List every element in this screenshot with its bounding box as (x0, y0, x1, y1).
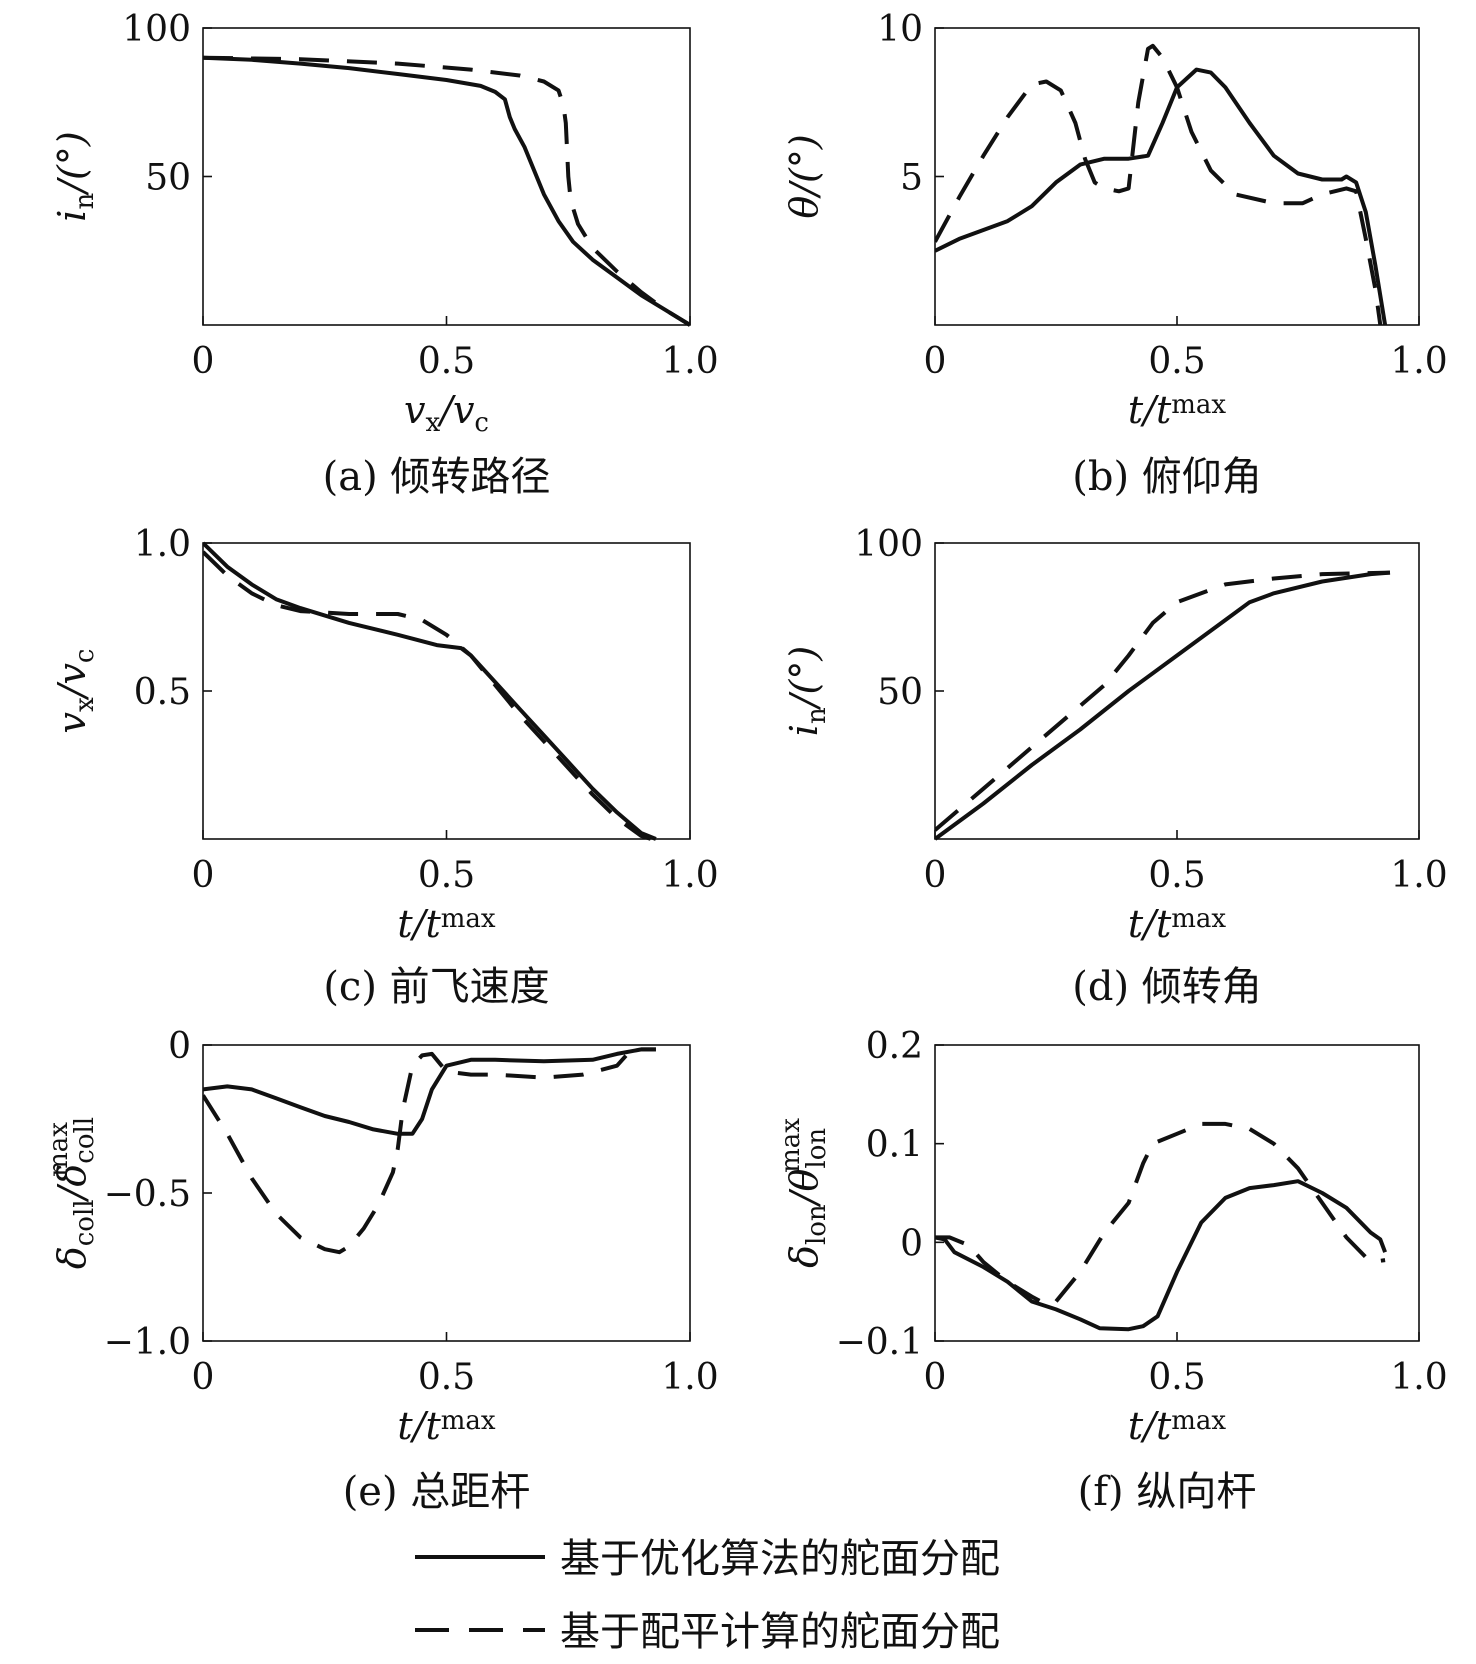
x-axis-label: t/tmax (1128, 1404, 1227, 1448)
y-tick-label: 10 (877, 9, 923, 50)
solid-series-line (935, 67, 1388, 326)
x-tick-label: 1.0 (1390, 341, 1447, 382)
x-axis-label: t/tmax (1128, 388, 1227, 432)
dashed-series-line (203, 550, 652, 841)
x-tick-label: 0.5 (1148, 1357, 1205, 1398)
x-tick-label: 1.0 (661, 855, 718, 896)
dashed-series-line (935, 570, 1391, 832)
y-tick-label: −1.0 (104, 1322, 191, 1363)
y-tick-label: 50 (877, 672, 923, 713)
legend: 基于优化算法的舵面分配 基于配平计算的舵面分配 (415, 1536, 1000, 1655)
y-axis-label: θ/(°) (782, 134, 826, 218)
panel-caption: (e) 总距杆 (343, 1469, 531, 1515)
x-axis-label: t/tmax (397, 1404, 496, 1448)
x-axis-label: vx/vc (404, 388, 489, 438)
plot-frame (202, 1044, 691, 1342)
x-tick-label: 0 (192, 855, 215, 896)
plot-frame (934, 1044, 1420, 1342)
x-tick-label: 0 (192, 341, 215, 382)
dashed-series-line (935, 1121, 1386, 1307)
panel-caption: (f) 纵向杆 (1078, 1469, 1257, 1515)
dashed-series-line (935, 43, 1383, 326)
panel-a: 0 0.5 1.0 50 100 vx/vc in/(°) (a) 倾转路径 (50, 9, 719, 500)
x-tick-label: 0 (924, 855, 947, 896)
y-tick-label: 5 (900, 158, 923, 199)
x-tick-label: 0 (924, 341, 947, 382)
solid-series-line (935, 570, 1391, 841)
y-axis-label: δcoll/δcollmax (44, 1117, 100, 1269)
dashed-series-line (203, 1047, 656, 1255)
y-tick-label: 100 (122, 9, 191, 50)
y-tick-label: 0.1 (866, 1125, 923, 1166)
panel-caption: (a) 倾转路径 (323, 454, 551, 500)
dashed-series-line (203, 55, 690, 327)
panel-caption: (d) 倾转角 (1072, 964, 1262, 1010)
x-tick-label: 0.5 (418, 855, 475, 896)
y-tick-label: 1.0 (134, 524, 191, 565)
x-axis-label: t/tmax (1128, 902, 1227, 946)
plot-frame (202, 27, 691, 326)
y-tick-label: 0.5 (134, 672, 191, 713)
solid-series-line (203, 541, 657, 841)
y-tick-label: 100 (854, 524, 923, 565)
solid-series-line (203, 55, 690, 327)
y-tick-label: 0 (168, 1026, 191, 1067)
plot-frame (934, 542, 1420, 840)
panel-f: 0 0.5 1.0−0.100.10.2 t/tmax δlon/θlonmax (… (776, 1026, 1448, 1515)
x-tick-label: 0.5 (418, 1357, 475, 1398)
y-tick-label: −0.5 (104, 1174, 191, 1215)
x-tick-label: 1.0 (661, 341, 718, 382)
x-tick-label: 1.0 (1390, 855, 1447, 896)
panel-e: 0 0.5 1.0 −1.0 −0.5 0 t/tmax δcoll/δcollmax (… (44, 1026, 719, 1515)
y-tick-label: −0.1 (836, 1322, 923, 1363)
panel-b: 0 0.5 1.0 5 10 t/tmax θ/(°) (b) 俯仰角 (782, 9, 1448, 500)
solid-series-line (935, 1179, 1387, 1332)
plot-frame (202, 542, 691, 840)
x-axis-label: t/tmax (397, 902, 496, 946)
legend-dashed-label: 基于配平计算的舵面分配 (560, 1609, 1000, 1655)
y-axis-label: in/(°) (782, 646, 832, 736)
x-tick-label: 0 (924, 1357, 947, 1398)
solid-series-line (203, 1047, 656, 1136)
x-tick-label: 0.5 (1148, 855, 1205, 896)
y-tick-label: 0 (900, 1223, 923, 1264)
y-axis-label: in/(°) (50, 131, 100, 221)
x-tick-label: 0 (192, 1357, 215, 1398)
legend-solid-label: 基于优化算法的舵面分配 (560, 1536, 1000, 1582)
x-tick-label: 0.5 (1148, 341, 1205, 382)
x-tick-label: 1.0 (661, 1357, 718, 1398)
y-tick-label: 50 (145, 158, 191, 199)
panel-caption: (b) 俯仰角 (1072, 454, 1262, 500)
x-tick-label: 0.5 (418, 341, 475, 382)
x-tick-label: 1.0 (1390, 1357, 1447, 1398)
y-axis-label: δlon/θlonmax (776, 1118, 832, 1268)
panel-c: 0 0.5 1.0 0.5 1.0 t/tmax vx/vc (c) 前飞速度 (50, 524, 719, 1010)
panel-d: 0 0.5 1.0 50 100 t/tmax in/(°) (d) 倾转角 (782, 524, 1448, 1010)
y-tick-label: 0.2 (866, 1026, 923, 1067)
y-axis-label: vx/vc (50, 649, 100, 734)
panel-caption: (c) 前飞速度 (323, 964, 549, 1010)
